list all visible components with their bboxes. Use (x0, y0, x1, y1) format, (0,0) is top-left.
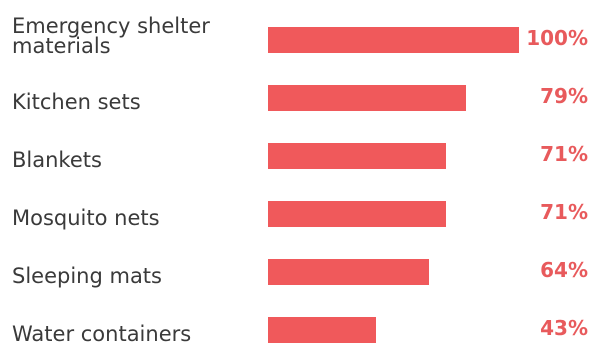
bar (268, 201, 447, 227)
category-label: Kitchen sets (12, 90, 141, 114)
value-label: 71% (540, 200, 588, 224)
bar (268, 143, 447, 169)
bar (268, 317, 376, 343)
bar (268, 259, 429, 285)
category-label: Blankets (12, 148, 102, 172)
category-label: Emergency shelter materials (12, 14, 210, 58)
value-label: 79% (540, 84, 588, 108)
value-label: 71% (540, 142, 588, 166)
bar (268, 27, 519, 53)
category-label: Sleeping mats (12, 264, 162, 288)
value-label: 64% (540, 258, 588, 282)
value-label: 100% (526, 26, 588, 50)
value-label: 43% (540, 316, 588, 340)
bar (268, 85, 467, 111)
category-label: Mosquito nets (12, 206, 160, 230)
category-label: Water containers (12, 322, 192, 346)
